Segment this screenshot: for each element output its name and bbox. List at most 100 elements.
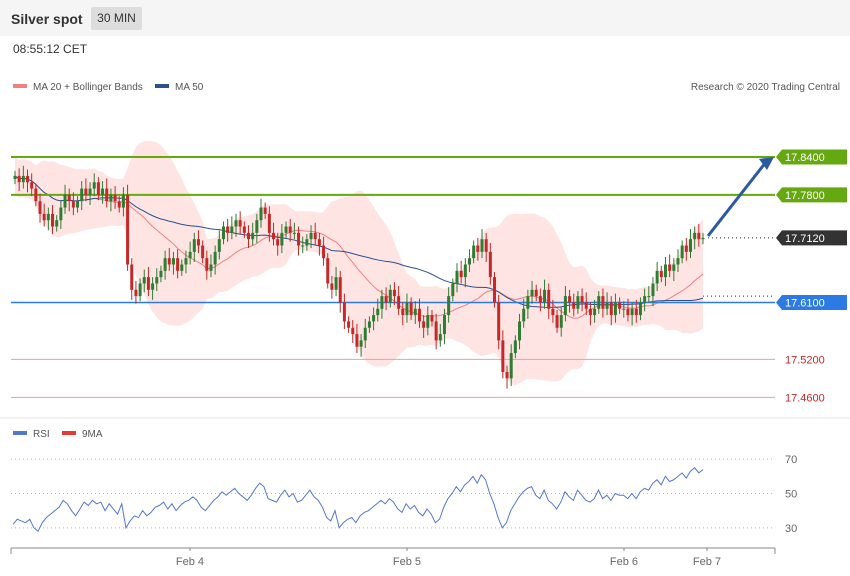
candle-body bbox=[88, 188, 92, 195]
candle-body bbox=[171, 258, 175, 265]
candle-body bbox=[518, 321, 522, 341]
candle-body bbox=[163, 258, 167, 271]
candle-body bbox=[192, 239, 196, 252]
candle-body bbox=[380, 296, 384, 309]
candle-body bbox=[117, 201, 121, 208]
timeframe-button[interactable]: 30 MIN bbox=[91, 7, 142, 30]
candle-body bbox=[146, 277, 150, 290]
candle-body bbox=[684, 245, 688, 252]
price-level-tag bbox=[776, 294, 847, 310]
candle-body bbox=[609, 302, 613, 316]
candle-body bbox=[188, 251, 192, 259]
candle-body bbox=[355, 334, 359, 347]
candle-body bbox=[288, 226, 292, 233]
ma50-line bbox=[14, 175, 704, 308]
candle-body bbox=[397, 296, 401, 309]
candle-body bbox=[196, 239, 200, 246]
candle-body bbox=[301, 245, 305, 247]
candle-body bbox=[392, 289, 396, 297]
candle-body bbox=[434, 321, 438, 341]
candle-body bbox=[38, 201, 42, 214]
candle-body bbox=[134, 289, 138, 297]
candle-body bbox=[30, 182, 34, 189]
ma9-legend-swatch bbox=[62, 431, 76, 435]
candle-body bbox=[42, 213, 46, 221]
candle-body bbox=[388, 289, 392, 303]
candle-body bbox=[313, 232, 317, 240]
candle-body bbox=[484, 239, 488, 252]
candle-body bbox=[493, 277, 497, 303]
candle-body bbox=[643, 296, 647, 303]
candle-body bbox=[513, 340, 517, 354]
candle-body bbox=[655, 270, 659, 284]
candle-body bbox=[251, 232, 255, 240]
candle-body bbox=[46, 213, 50, 221]
candle-body bbox=[426, 315, 430, 328]
candle-body bbox=[430, 315, 434, 322]
candle-body bbox=[63, 194, 67, 208]
candle-body bbox=[501, 340, 505, 373]
candle-body bbox=[167, 258, 171, 265]
ma20-legend-label: MA 20 + Bollinger Bands bbox=[33, 82, 143, 93]
candle-body bbox=[213, 251, 217, 265]
candle-body bbox=[543, 289, 547, 303]
candle-body bbox=[342, 302, 346, 322]
candle-body bbox=[634, 308, 638, 316]
candle-body bbox=[438, 334, 442, 341]
candle-body bbox=[384, 296, 388, 303]
candle-body bbox=[605, 302, 609, 309]
candle-body bbox=[372, 315, 376, 322]
candle-body bbox=[71, 201, 75, 208]
candle-body bbox=[359, 340, 363, 347]
candle-body bbox=[622, 308, 626, 310]
rsi-line bbox=[12, 467, 704, 533]
candle-body bbox=[647, 296, 651, 298]
candle-body bbox=[613, 302, 617, 316]
candle-body bbox=[363, 327, 367, 341]
candle-body bbox=[209, 264, 213, 271]
candle-body bbox=[105, 188, 109, 202]
chart-title: Silver spot bbox=[11, 11, 83, 27]
candle-body bbox=[142, 277, 146, 284]
candle-body bbox=[151, 283, 155, 290]
rsi-tick-label: 50 bbox=[785, 489, 797, 501]
candle-body bbox=[697, 232, 701, 240]
candle-body bbox=[280, 232, 284, 246]
candle-body bbox=[326, 258, 330, 284]
candle-body bbox=[101, 188, 105, 195]
candle-body bbox=[205, 258, 209, 271]
candle-body bbox=[467, 258, 471, 265]
candle-body bbox=[92, 182, 96, 189]
candle-body bbox=[409, 302, 413, 316]
header-bar: Silver spot 30 MIN bbox=[0, 0, 850, 36]
candle-body bbox=[455, 270, 459, 284]
candle-body bbox=[17, 175, 21, 183]
candle-body bbox=[526, 296, 530, 309]
candle-body bbox=[422, 321, 426, 328]
candle-body bbox=[576, 296, 580, 309]
price-level-label: 17.6100 bbox=[785, 297, 825, 309]
candle-body bbox=[638, 302, 642, 316]
candle-body bbox=[447, 296, 451, 316]
candle-body bbox=[84, 188, 88, 195]
bollinger-band-area bbox=[15, 140, 703, 386]
candle-body bbox=[417, 308, 421, 322]
rsi-tick-label: 30 bbox=[785, 523, 797, 535]
candle-body bbox=[405, 302, 409, 316]
candle-body bbox=[234, 220, 238, 227]
candle-body bbox=[488, 251, 492, 278]
candle-body bbox=[451, 283, 455, 297]
price-level-label: 17.5200 bbox=[785, 354, 825, 366]
candle-body bbox=[276, 239, 280, 246]
credit-text: Research © 2020 Trading Central bbox=[691, 82, 840, 93]
ma20-legend-swatch bbox=[13, 84, 27, 88]
x-tick-label: Feb 6 bbox=[610, 556, 638, 568]
candle-body bbox=[580, 296, 584, 303]
candle-body bbox=[347, 321, 351, 328]
ma50-legend-swatch bbox=[155, 84, 169, 88]
candle-body bbox=[238, 220, 242, 227]
candle-body bbox=[530, 289, 534, 297]
candle-body bbox=[180, 264, 184, 271]
candle-body bbox=[292, 232, 296, 234]
